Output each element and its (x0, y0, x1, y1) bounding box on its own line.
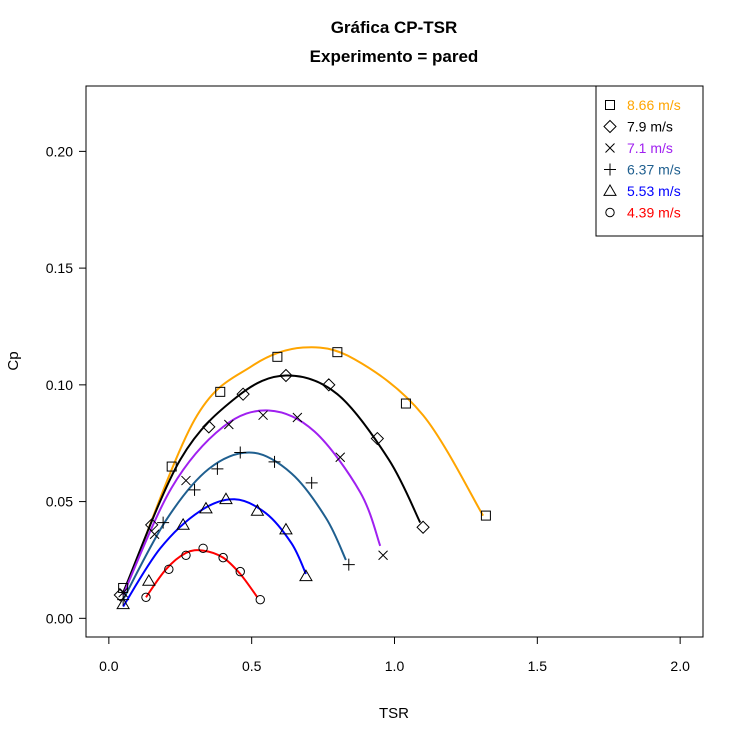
y-axis: 0.00 0.05 0.10 0.15 0.20 (46, 143, 86, 626)
data-point-series-1 (202, 420, 216, 434)
data-point-series-1 (370, 431, 385, 446)
data-point-series-4 (141, 573, 156, 586)
data-point-series-0 (215, 386, 226, 397)
data-point-series-2 (378, 550, 388, 561)
data-point-series-3 (305, 476, 318, 489)
legend-marker (605, 143, 615, 153)
data-point-series-3 (211, 462, 224, 475)
legend: 8.66 m/s 7.9 m/s 7.1 m/s 6.37 m/s 5.53 m/s 4.… (595, 85, 704, 237)
legend-marker (604, 163, 616, 176)
fit-curve-series-4 (122, 498, 307, 608)
data-point-series-5 (235, 566, 245, 577)
data-point-series-4 (299, 569, 313, 582)
data-point-series-3 (342, 558, 355, 571)
fit-curve-series-0 (125, 346, 484, 589)
legend-label: 7.9 m/s (627, 119, 673, 135)
legend-label: 5.53 m/s (627, 183, 681, 199)
x-tick-label: 1.5 (528, 658, 548, 674)
x-tick-label: 0.0 (99, 658, 119, 674)
legend-marker (605, 100, 615, 110)
y-tick-label: 0.20 (46, 143, 73, 159)
legend-label: 6.37 m/s (627, 162, 681, 178)
legend-marker (603, 184, 617, 196)
data-point-series-5 (218, 552, 228, 563)
y-axis-label: Cp (5, 351, 22, 370)
data-point-series-5 (198, 543, 208, 553)
legend-label: 8.66 m/s (627, 97, 681, 113)
data-point-series-2 (292, 412, 303, 423)
data-point-series-4 (219, 492, 233, 505)
legend-label: 7.1 m/s (627, 140, 673, 156)
data-point-series-1 (416, 520, 430, 534)
fit-curve-series-1 (122, 374, 422, 593)
fit-curve-series-3 (122, 451, 347, 601)
data-point-series-0 (332, 347, 343, 358)
fit-curve-series-2 (122, 409, 382, 596)
x-axis-label: TSR (379, 705, 409, 722)
x-tick-label: 1.0 (385, 658, 405, 674)
data-point-series-5 (181, 550, 191, 560)
data-point-series-0 (400, 398, 411, 409)
legend-marker (603, 119, 617, 134)
data-point-series-4 (116, 597, 131, 610)
data-point-series-2 (258, 410, 268, 421)
fit-curves (122, 346, 484, 608)
data-point-series-4 (250, 503, 265, 516)
data-point-series-0 (480, 510, 491, 521)
data-point-series-2 (118, 587, 128, 598)
x-axis: 0.0 0.5 1.0 1.5 2.0 (99, 637, 690, 674)
chart-subtitle: Experimento = pared (310, 47, 479, 66)
data-point-series-2 (181, 475, 191, 486)
data-point-series-5 (164, 564, 174, 574)
data-point-series-0 (272, 351, 283, 362)
data-markers (113, 347, 491, 610)
fit-curve-series-5 (145, 549, 259, 598)
x-tick-label: 2.0 (670, 658, 690, 674)
data-point-series-3 (117, 593, 130, 606)
y-tick-label: 0.10 (46, 377, 73, 393)
data-point-series-4 (176, 517, 190, 530)
data-point-series-2 (149, 529, 160, 540)
data-point-series-5 (141, 592, 151, 603)
legend-marker (605, 207, 615, 218)
y-tick-label: 0.00 (46, 610, 73, 626)
data-point-series-3 (157, 516, 170, 529)
data-point-series-4 (279, 522, 293, 535)
data-point-series-5 (255, 594, 265, 605)
data-point-series-3 (234, 446, 247, 459)
data-point-series-4 (199, 501, 213, 514)
y-tick-label: 0.15 (46, 260, 73, 276)
data-point-series-2 (335, 452, 346, 463)
data-point-series-1 (113, 588, 127, 602)
data-point-series-0 (166, 461, 177, 472)
x-tick-label: 0.5 (242, 658, 262, 674)
data-point-series-1 (279, 368, 293, 383)
data-point-series-1 (236, 387, 250, 401)
data-point-series-2 (223, 419, 234, 430)
chart-title: Gráfica CP-TSR (331, 18, 458, 37)
data-point-series-3 (268, 455, 281, 468)
data-point-series-3 (188, 483, 201, 496)
legend-label: 4.39 m/s (627, 205, 681, 221)
y-tick-label: 0.05 (46, 494, 73, 510)
data-point-series-1 (322, 378, 336, 392)
